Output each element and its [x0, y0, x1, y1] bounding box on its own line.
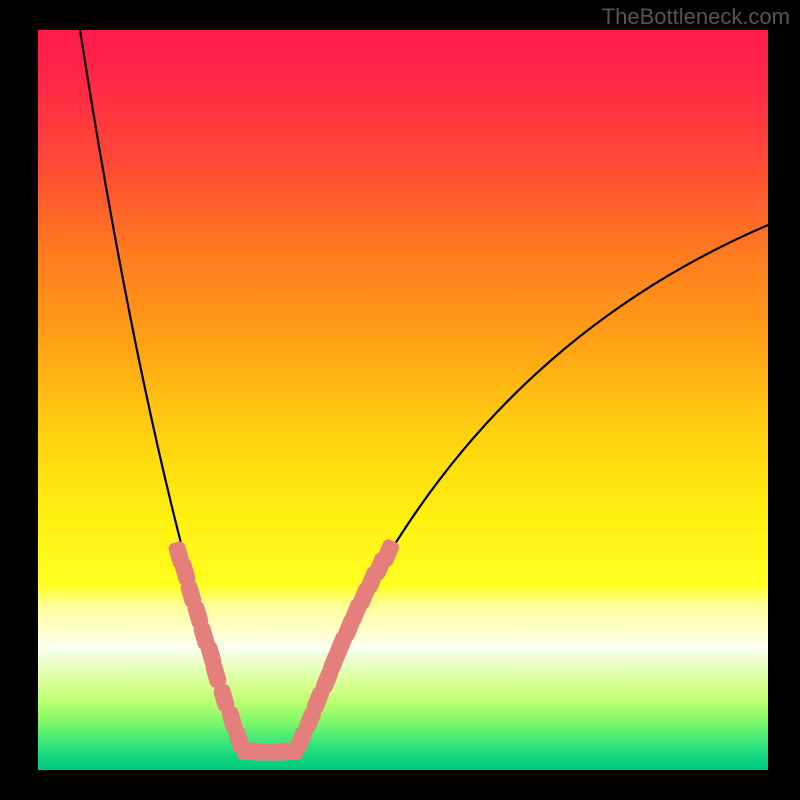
- chart-container: TheBottleneck.com: [0, 0, 800, 800]
- chart-svg: [0, 0, 800, 800]
